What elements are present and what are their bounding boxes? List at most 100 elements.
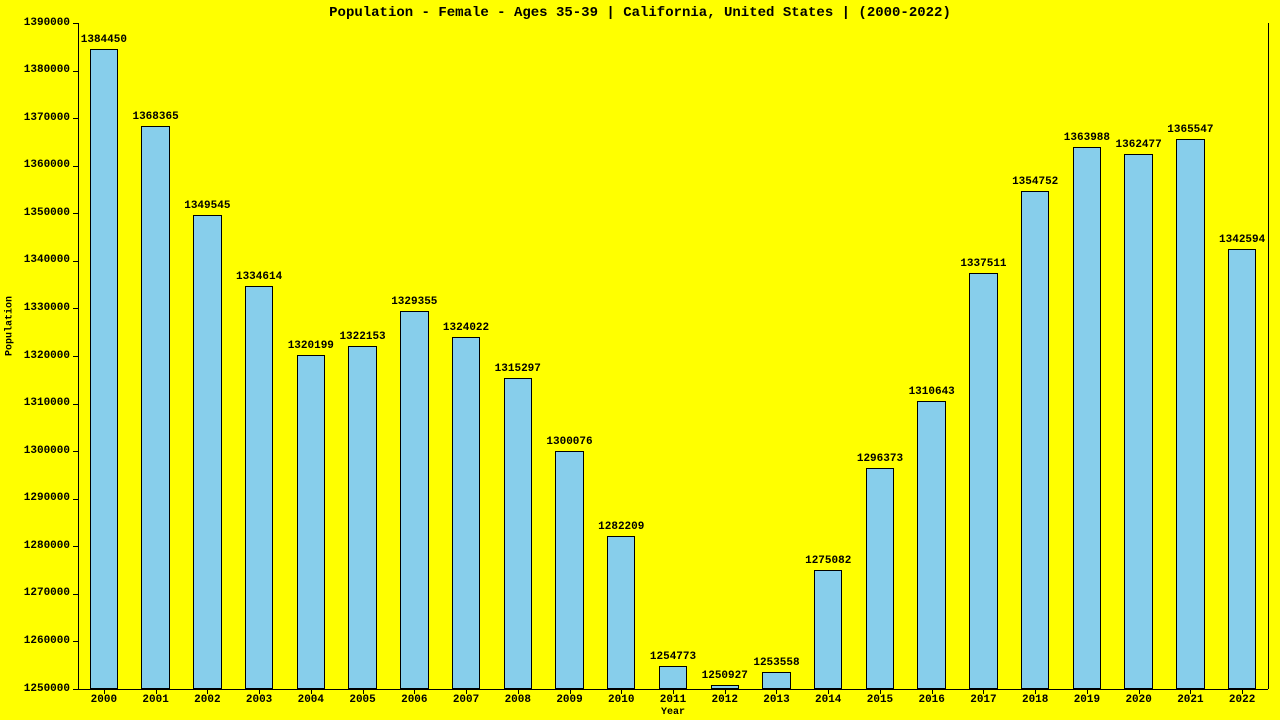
y-tick-label: 1270000 <box>24 587 70 599</box>
bar <box>452 337 480 689</box>
x-tick-label: 2020 <box>1125 694 1151 706</box>
bar-value-label: 1334614 <box>236 271 282 283</box>
bar <box>1073 147 1101 689</box>
bar <box>814 570 842 689</box>
y-tick <box>73 546 78 547</box>
y-tick-label: 1290000 <box>24 492 70 504</box>
bar-value-label: 1300076 <box>546 436 592 448</box>
bar-value-label: 1342594 <box>1219 234 1265 246</box>
y-tick-label: 1260000 <box>24 635 70 647</box>
y-axis-label: Population <box>5 266 16 386</box>
x-tick-label: 2004 <box>298 694 324 706</box>
y-tick <box>73 261 78 262</box>
bar <box>917 401 945 689</box>
x-tick-label: 2009 <box>556 694 582 706</box>
y-tick-label: 1360000 <box>24 159 70 171</box>
y-axis-line <box>78 23 79 689</box>
chart-title: Population - Female - Ages 35-39 | Calif… <box>0 5 1280 21</box>
bar-value-label: 1275082 <box>805 555 851 567</box>
y-tick <box>73 23 78 24</box>
bar-value-label: 1250927 <box>702 670 748 682</box>
y-tick <box>73 213 78 214</box>
bar-value-label: 1296373 <box>857 453 903 465</box>
y-tick <box>73 308 78 309</box>
bar-value-label: 1310643 <box>909 386 955 398</box>
y-tick-label: 1280000 <box>24 540 70 552</box>
x-tick-label: 2022 <box>1229 694 1255 706</box>
bar-value-label: 1315297 <box>495 363 541 375</box>
x-tick-label: 2003 <box>246 694 272 706</box>
y-tick-label: 1390000 <box>24 17 70 29</box>
x-tick-label: 2021 <box>1177 694 1203 706</box>
bar-value-label: 1365547 <box>1167 124 1213 136</box>
bar-value-label: 1384450 <box>81 34 127 46</box>
x-tick-label: 2013 <box>763 694 789 706</box>
bar-value-label: 1254773 <box>650 651 696 663</box>
bar <box>555 451 583 689</box>
bar <box>866 468 894 689</box>
y-tick <box>73 499 78 500</box>
y-tick <box>73 356 78 357</box>
x-tick-label: 2002 <box>194 694 220 706</box>
bar <box>245 286 273 689</box>
bar <box>141 126 169 689</box>
bar-value-label: 1363988 <box>1064 132 1110 144</box>
bar-value-label: 1337511 <box>960 258 1006 270</box>
bar <box>969 273 997 689</box>
y-tick-label: 1310000 <box>24 397 70 409</box>
x-tick-label: 2010 <box>608 694 634 706</box>
y-tick-label: 1380000 <box>24 64 70 76</box>
bar-value-label: 1354752 <box>1012 176 1058 188</box>
bar <box>1124 154 1152 689</box>
x-tick-label: 2019 <box>1074 694 1100 706</box>
bar <box>1021 191 1049 689</box>
x-tick-label: 2005 <box>349 694 375 706</box>
bar-value-label: 1329355 <box>391 296 437 308</box>
bar <box>297 355 325 689</box>
x-tick-label: 2000 <box>91 694 117 706</box>
x-tick-label: 2016 <box>918 694 944 706</box>
bar <box>400 311 428 689</box>
right-spine <box>1268 23 1269 689</box>
chart-container: Population - Female - Ages 35-39 | Calif… <box>0 0 1280 720</box>
x-tick-label: 2017 <box>970 694 996 706</box>
x-tick-label: 2001 <box>142 694 168 706</box>
y-tick-label: 1330000 <box>24 302 70 314</box>
bar <box>607 536 635 689</box>
y-tick <box>73 689 78 690</box>
x-axis-label: Year <box>78 707 1268 718</box>
x-tick-label: 2007 <box>453 694 479 706</box>
x-tick-label: 2011 <box>660 694 686 706</box>
bar <box>1228 249 1256 689</box>
y-tick-label: 1370000 <box>24 112 70 124</box>
y-tick <box>73 71 78 72</box>
bar <box>659 666 687 689</box>
x-tick-label: 2006 <box>401 694 427 706</box>
bar <box>348 346 376 689</box>
y-tick <box>73 404 78 405</box>
y-tick <box>73 118 78 119</box>
bar-value-label: 1320199 <box>288 340 334 352</box>
bar <box>1176 139 1204 689</box>
y-tick <box>73 166 78 167</box>
bar-value-label: 1362477 <box>1116 139 1162 151</box>
y-tick-label: 1320000 <box>24 350 70 362</box>
y-tick-label: 1340000 <box>24 254 70 266</box>
y-tick <box>73 594 78 595</box>
x-tick-label: 2015 <box>867 694 893 706</box>
bar-value-label: 1282209 <box>598 521 644 533</box>
y-tick <box>73 641 78 642</box>
y-tick <box>73 451 78 452</box>
bar <box>90 49 118 689</box>
x-tick-label: 2012 <box>712 694 738 706</box>
x-tick-label: 2018 <box>1022 694 1048 706</box>
y-tick-label: 1250000 <box>24 683 70 695</box>
bar <box>504 378 532 689</box>
bar-value-label: 1324022 <box>443 322 489 334</box>
x-tick-label: 2008 <box>505 694 531 706</box>
x-tick-label: 2014 <box>815 694 841 706</box>
bar <box>193 215 221 689</box>
bar-value-label: 1368365 <box>132 111 178 123</box>
y-tick-label: 1350000 <box>24 207 70 219</box>
bar-value-label: 1253558 <box>753 657 799 669</box>
